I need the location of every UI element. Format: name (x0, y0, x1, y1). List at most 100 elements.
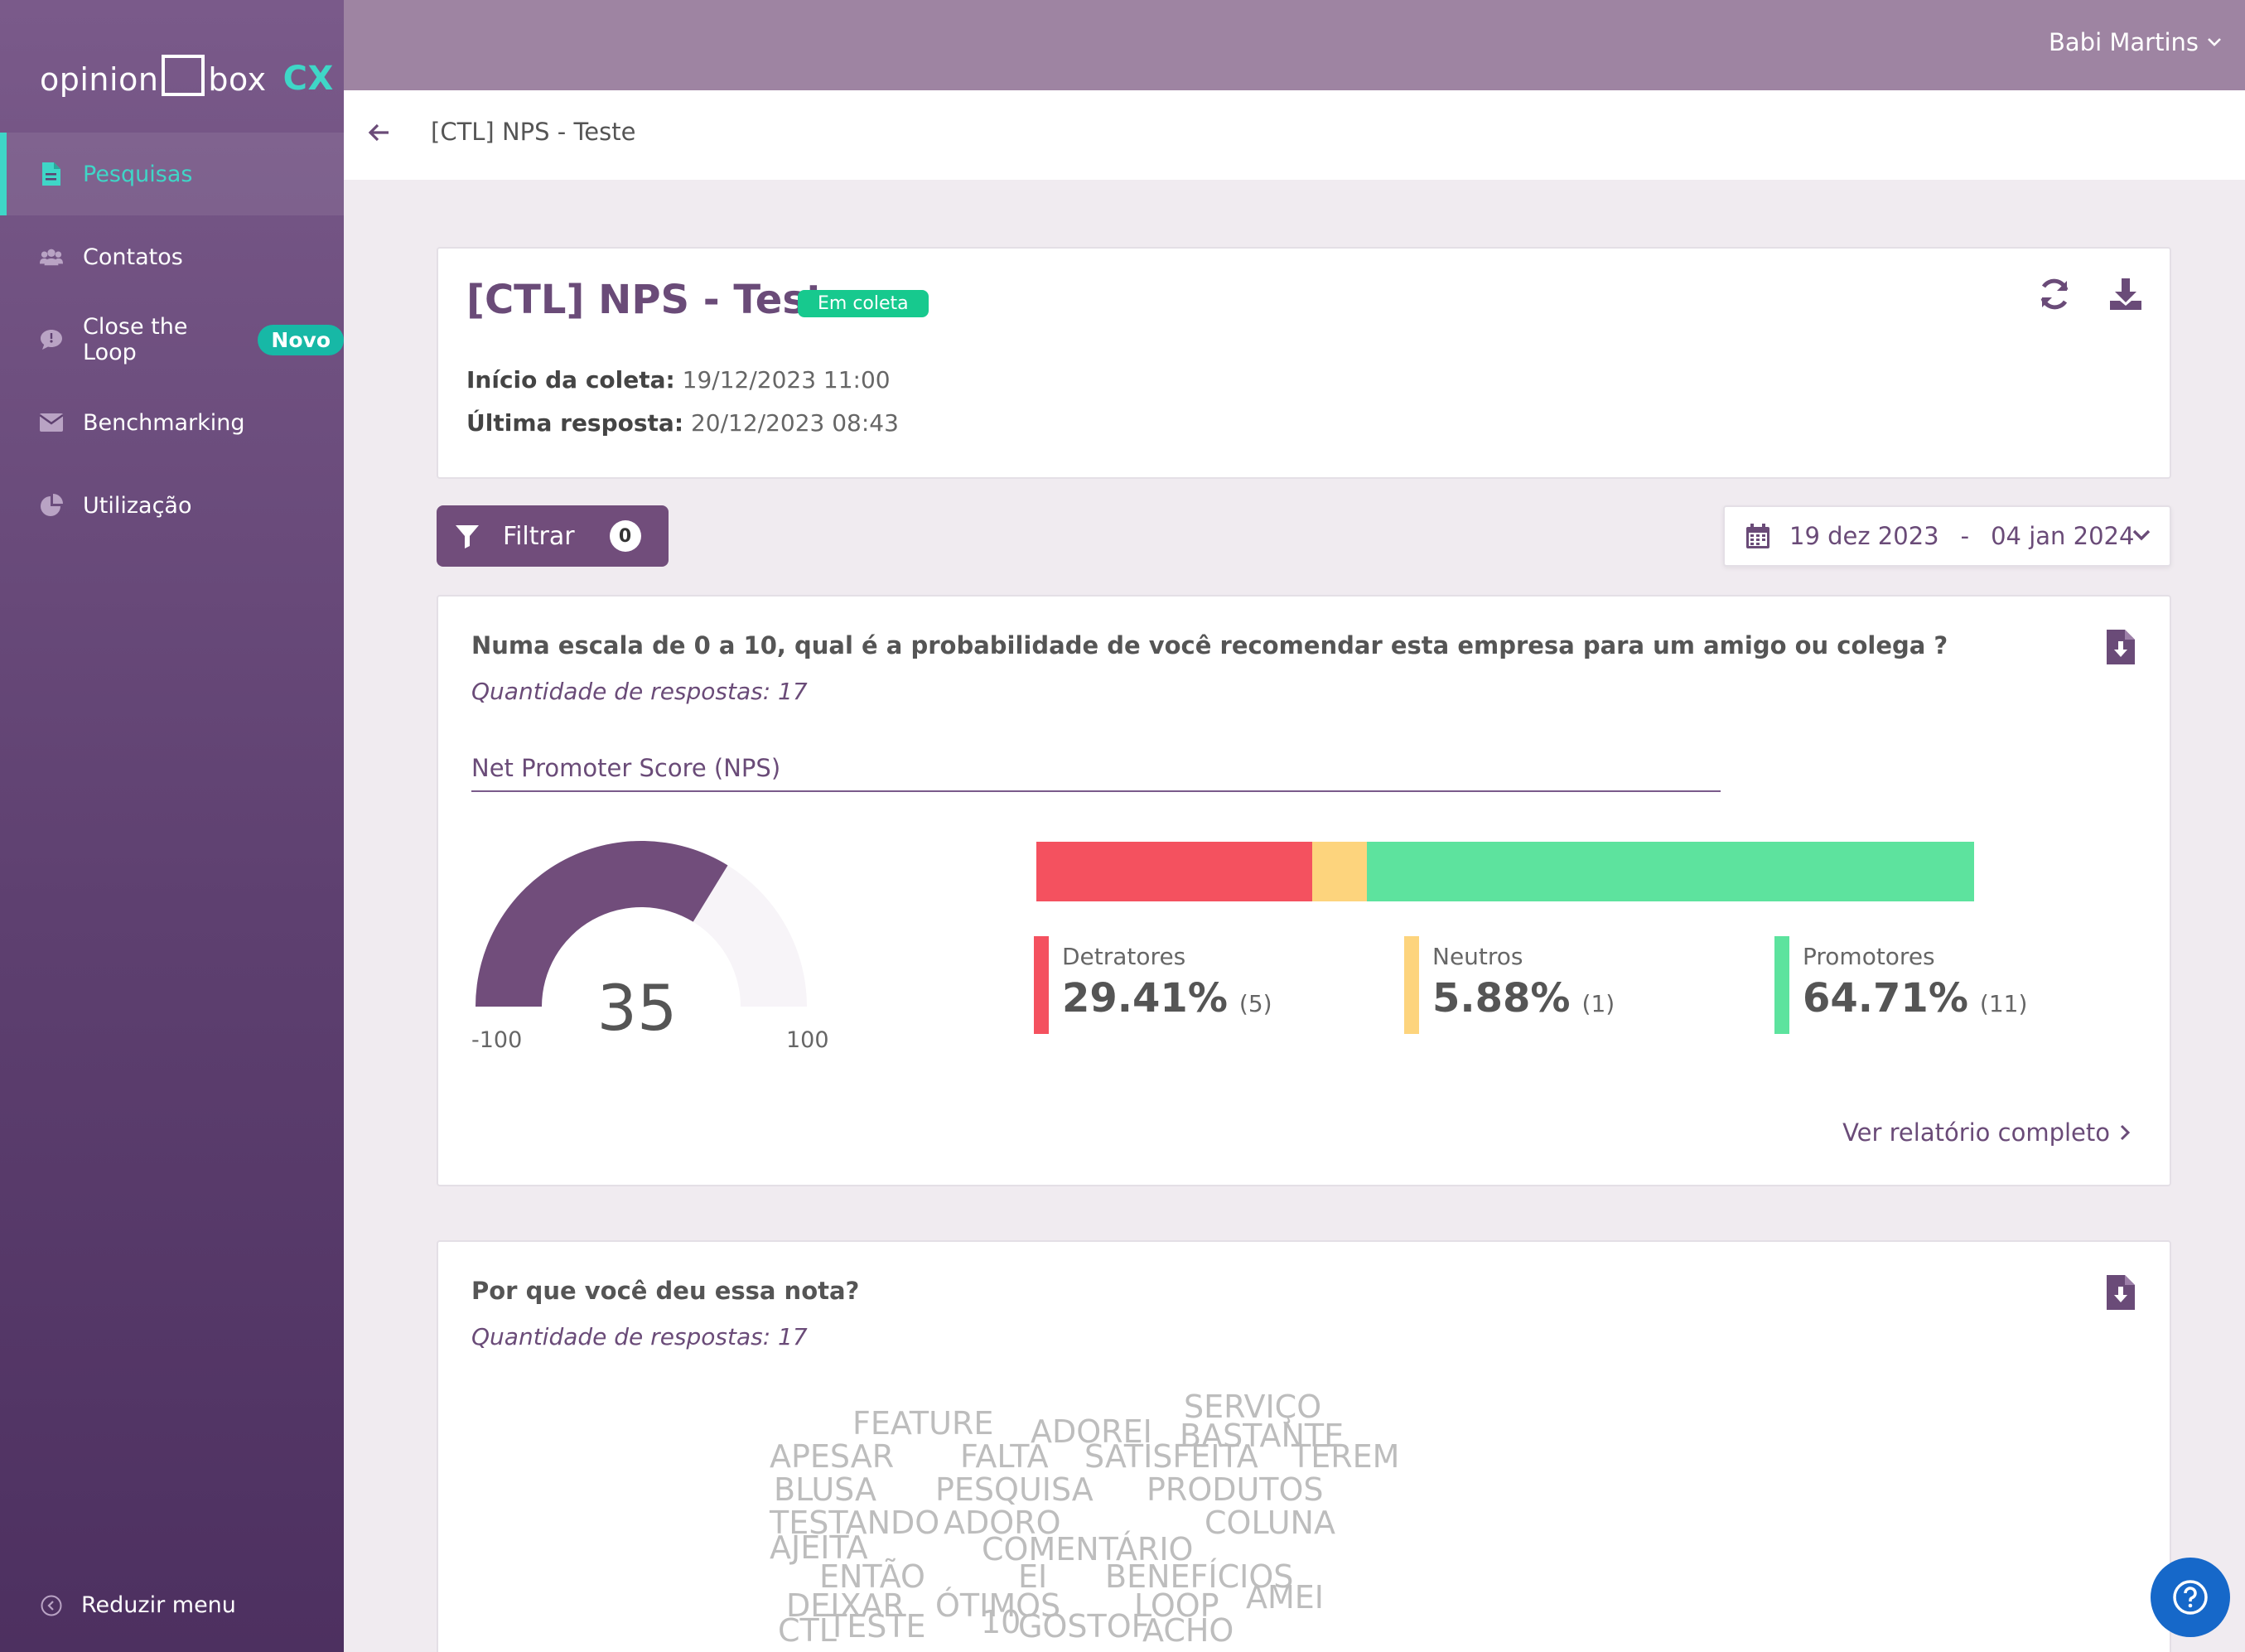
word-cloud-term: COLUNA (1205, 1505, 1335, 1541)
file-download-icon (2107, 630, 2135, 664)
last-response-label: Última resposta: (466, 409, 684, 437)
user-name: Babi Martins (2049, 28, 2199, 56)
chat-bubble-icon (40, 328, 63, 351)
word-cloud-term: EI (1018, 1558, 1048, 1595)
word-cloud-term: PRODUTOS (1147, 1471, 1324, 1508)
full-report-link[interactable]: Ver relatório completo (1842, 1118, 2130, 1147)
nps-question-card: Numa escala de 0 a 10, qual é a probabil… (437, 595, 2171, 1186)
sidebar-item-label: Contatos (83, 244, 183, 270)
response-count: Quantidade de respostas: 17 (471, 678, 808, 705)
logo[interactable]: opinion box CX (40, 40, 334, 98)
date-separator: - (1960, 522, 1970, 550)
date-from: 19 dez 2023 (1789, 522, 1939, 550)
sidebar-item-label: Close the Loop (83, 314, 188, 365)
sidebar-item-label: Utilização (83, 492, 192, 519)
gauge-min-label: -100 (471, 1027, 523, 1053)
chevron-down-icon (2208, 38, 2221, 46)
word-cloud-term: COMENTÁRIO (982, 1531, 1194, 1567)
file-download-icon (2107, 1275, 2135, 1310)
word-cloud-term: ÓTIMOS (935, 1587, 1061, 1624)
filter-count-badge: 0 (609, 520, 641, 552)
response-count: Quantidade de respostas: 17 (471, 1323, 808, 1350)
legend-promoters: Promotores 64.71% (11) (1774, 936, 2027, 1034)
legend-percent: 29.41% (1062, 975, 1228, 1022)
nps-section-label: Net Promoter Score (NPS) (471, 754, 1721, 792)
logo-word-opinion: opinion (40, 61, 159, 98)
question-text: Numa escala de 0 a 10, qual é a probabil… (471, 631, 1948, 659)
pie-chart-icon (40, 494, 63, 517)
nps-score: 35 (596, 971, 678, 1045)
question-mark-icon (2173, 1580, 2208, 1615)
legend-color-bar (1404, 936, 1419, 1034)
sidebar: opinion box CX Pesquisas Contatos Close … (0, 0, 344, 1652)
word-cloud-term: SERVIÇO (1184, 1389, 1322, 1425)
legend-name: Promotores (1803, 943, 1935, 970)
legend-name: Detratores (1062, 943, 1186, 970)
legend-percent: 5.88% (1432, 975, 1571, 1022)
word-cloud-term: FALTA (960, 1438, 1049, 1475)
word-cloud-term: ADOREI (1031, 1413, 1152, 1450)
nps-gauge-chart (476, 841, 807, 1007)
sidebar-item-label: Benchmarking (83, 409, 245, 436)
page-title: [CTL] NPS - Teste (466, 277, 852, 323)
filter-button[interactable]: Filtrar 0 (437, 505, 669, 567)
word-cloud-term: TESTE (828, 1608, 926, 1645)
download-button[interactable] (2105, 273, 2146, 315)
word-cloud-term: ENTÃO (819, 1558, 925, 1595)
new-badge: Novo (258, 324, 344, 355)
arrow-left-icon (368, 123, 389, 142)
logo-box-icon (162, 55, 205, 96)
help-button[interactable] (2151, 1558, 2230, 1637)
filter-label: Filtrar (503, 521, 575, 551)
people-icon (40, 245, 63, 268)
sidebar-item-close-the-loop[interactable]: Close the Loop Novo (0, 298, 344, 381)
survey-header-card: [CTL] NPS - Teste Em coleta Início da co… (437, 247, 2171, 479)
word-cloud-term: BASTANTE (1180, 1418, 1345, 1454)
reduce-menu-button[interactable]: Reduzir menu (40, 1592, 236, 1618)
envelope-icon (40, 411, 63, 434)
back-button[interactable] (367, 120, 392, 148)
word-cloud-term: ADORO (944, 1505, 1061, 1541)
legend-count: (5) (1238, 990, 1272, 1017)
top-bar: Babi Martins (344, 0, 2245, 90)
legend-count: (11) (1979, 990, 2028, 1017)
word-cloud-term: AMEI (1246, 1579, 1324, 1616)
word-cloud-term: CTL (778, 1612, 837, 1649)
user-menu[interactable]: Babi Martins (2049, 28, 2222, 56)
calendar-icon (1746, 524, 1769, 548)
chevron-down-icon (2132, 529, 2151, 541)
export-question-button[interactable] (2100, 626, 2141, 668)
legend-percent: 64.71% (1803, 975, 1968, 1022)
document-icon (40, 162, 63, 186)
word-cloud-term: SATISFEITA (1084, 1438, 1258, 1475)
sidebar-item-benchmarking[interactable]: Benchmarking (0, 381, 344, 464)
start-date-row: Início da coleta: 19/12/2023 11:00 (466, 366, 891, 394)
sidebar-item-contatos[interactable]: Contatos (0, 215, 344, 298)
sidebar-item-utilizacao[interactable]: Utilização (0, 464, 344, 547)
nps-gauge: 35 -100 100 (471, 837, 829, 1060)
download-icon (2110, 278, 2141, 310)
export-question-button[interactable] (2100, 1272, 2141, 1313)
last-response-value: 20/12/2023 08:43 (690, 409, 899, 437)
open-question-card: Por que você deu essa nota? Quantidade d… (437, 1240, 2171, 1652)
refresh-button[interactable] (2034, 273, 2075, 315)
word-cloud: SERVIÇO FEATURE ADOREI BASTANTE APESAR FALTA S… (438, 1242, 2170, 1652)
sidebar-item-pesquisas[interactable]: Pesquisas (0, 133, 344, 215)
legend-name: Neutros (1432, 943, 1523, 970)
neutrals-segment (1311, 842, 1368, 901)
start-date-label: Início da coleta: (466, 366, 675, 394)
legend-color-bar (1774, 936, 1789, 1034)
word-cloud-term: ACHO (1142, 1612, 1234, 1649)
word-cloud-term: DEIXAR (786, 1587, 905, 1624)
legend-count: (1) (1581, 990, 1615, 1017)
chevron-right-icon (2120, 1124, 2130, 1141)
nps-distribution-bar (1036, 842, 1974, 901)
funnel-icon (456, 525, 479, 548)
word-cloud-term: 10 (981, 1604, 1021, 1640)
word-cloud-term: GOSTOF (1018, 1608, 1150, 1645)
promoters-segment (1367, 842, 1974, 901)
detractors-segment (1036, 842, 1312, 901)
date-range-picker[interactable]: 19 dez 2023 - 04 jan 2024 (1723, 505, 2171, 567)
logo-word-box: box (208, 61, 267, 98)
word-cloud-term: BENEFÍCIOS (1105, 1558, 1294, 1595)
